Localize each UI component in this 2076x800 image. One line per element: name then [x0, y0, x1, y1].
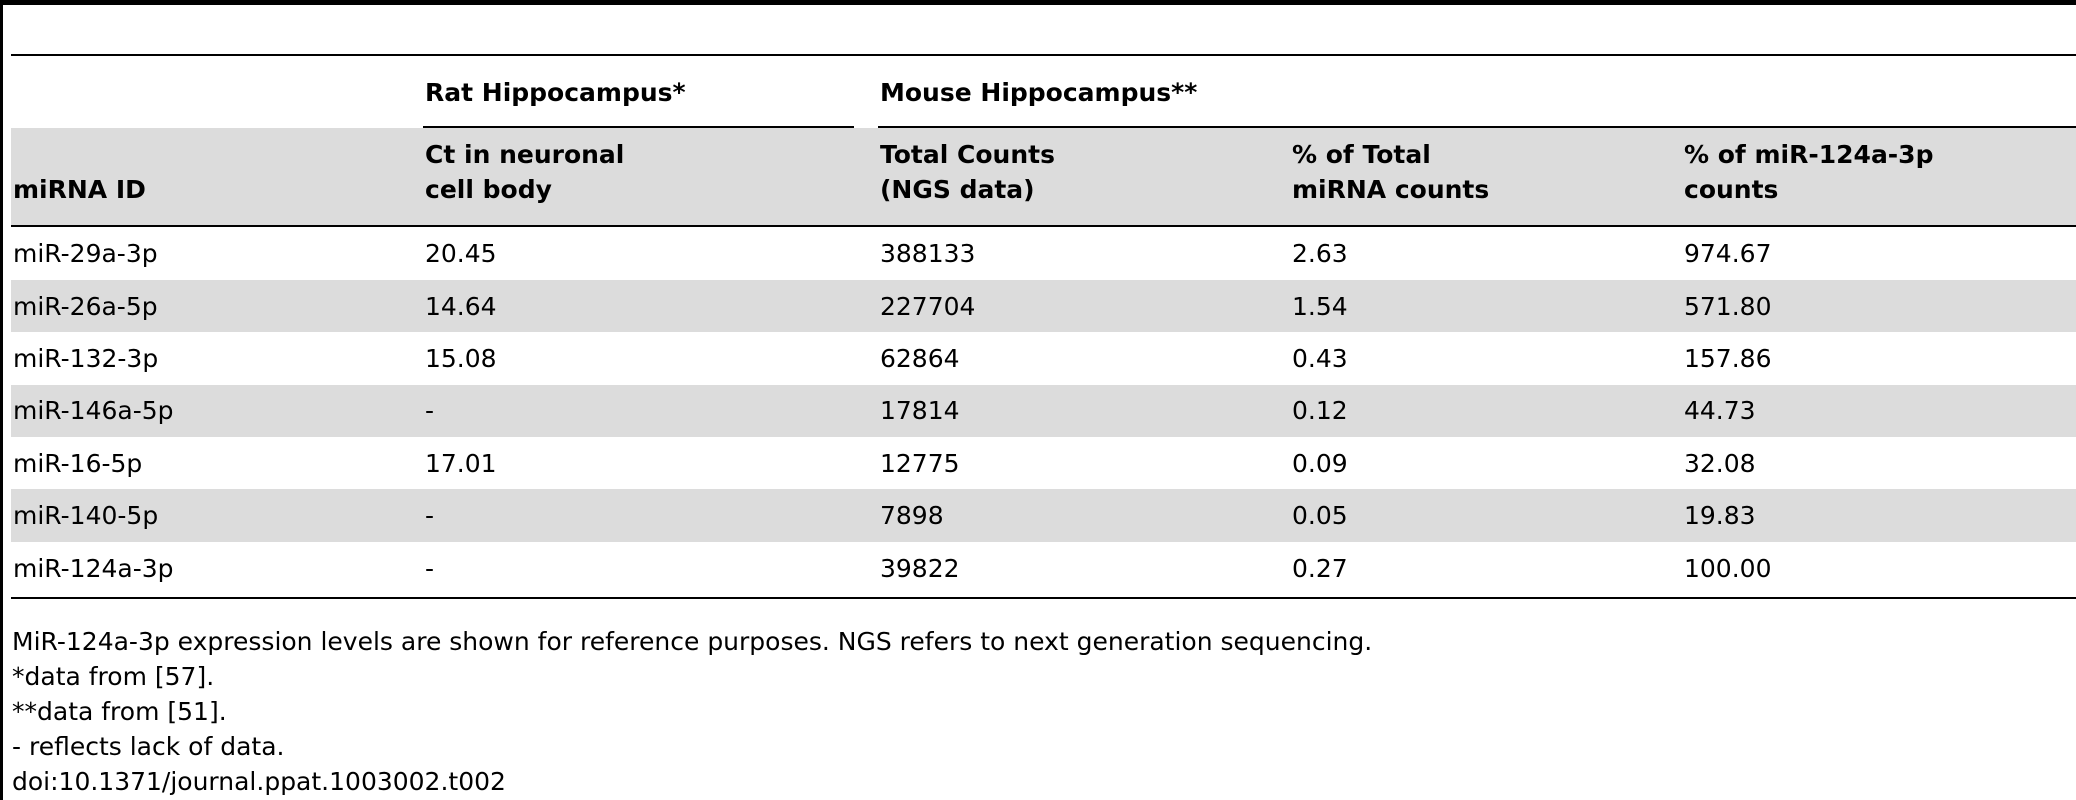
table-cell-total-counts: 12775: [880, 449, 960, 478]
table-cell-mirna-id: miR-26a-5p: [13, 292, 158, 321]
table-cell-total-counts: 7898: [880, 501, 944, 530]
table-cell-pct-total: 1.54: [1292, 292, 1348, 321]
col-header-total-line1: Total Counts: [880, 140, 1055, 169]
table-cell-mirna-id: miR-132-3p: [13, 344, 159, 373]
table-cell-pct-124: 157.86: [1684, 344, 1772, 373]
table-cell-ct: 14.64: [425, 292, 497, 321]
table-cell-pct-124: 974.67: [1684, 239, 1772, 268]
row-shade-6: [11, 489, 2076, 542]
table-cell-ct: -: [425, 396, 435, 425]
table-cell-pct-124: 44.73: [1684, 396, 1756, 425]
footnote-dash-meaning: - reflects lack of data.: [12, 732, 285, 761]
table-cell-ct: -: [425, 554, 435, 583]
group-header-mouse: Mouse Hippocampus**: [880, 78, 1198, 107]
table-cell-pct-total: 0.27: [1292, 554, 1348, 583]
table-cell-total-counts: 388133: [880, 239, 976, 268]
table-bottom-rule: [11, 597, 2076, 599]
footnote-mouse-source: **data from [51].: [12, 697, 227, 726]
table-cell-pct-124: 19.83: [1684, 501, 1756, 530]
table-cell-total-counts: 17814: [880, 396, 960, 425]
table-cell-total-counts: 39822: [880, 554, 960, 583]
row-shade-4: [11, 385, 2076, 437]
table-cell-mirna-id: miR-146a-5p: [13, 396, 174, 425]
col-header-total-line2: (NGS data): [880, 175, 1035, 204]
table-cell-mirna-id: miR-124a-3p: [13, 554, 174, 583]
col-header-ct-line2: cell body: [425, 175, 552, 204]
left-border: [0, 0, 3, 800]
table-cell-pct-124: 32.08: [1684, 449, 1756, 478]
table-cell-pct-total: 2.63: [1292, 239, 1348, 268]
footnote-doi: doi:10.1371/journal.ppat.1003002.t002: [12, 767, 506, 796]
table-top-rule: [11, 54, 2076, 56]
table-cell-pct-total: 0.09: [1292, 449, 1348, 478]
table-cell-mirna-id: miR-140-5p: [13, 501, 159, 530]
header-shade: [11, 128, 2076, 225]
table-cell-total-counts: 62864: [880, 344, 960, 373]
table-cell-total-counts: 227704: [880, 292, 976, 321]
table-cell-pct-total: 0.43: [1292, 344, 1348, 373]
mouse-group-rule: [878, 126, 2076, 128]
footnote-rat-source: *data from [57].: [12, 662, 215, 691]
table-cell-pct-124: 100.00: [1684, 554, 1772, 583]
col-header-ct-line1: Ct in neuronal: [425, 140, 625, 169]
col-header-pct-124-line2: counts: [1684, 175, 1779, 204]
col-header-mirna-id: miRNA ID: [13, 175, 146, 204]
col-header-pct-total-line1: % of Total: [1292, 140, 1431, 169]
table-cell-mirna-id: miR-16-5p: [13, 449, 143, 478]
table-cell-mirna-id: miR-29a-3p: [13, 239, 158, 268]
table-cell-pct-124: 571.80: [1684, 292, 1772, 321]
table-cell-pct-total: 0.12: [1292, 396, 1348, 425]
header-bottom-rule: [11, 225, 2076, 227]
group-header-rat: Rat Hippocampus*: [425, 78, 686, 107]
table-cell-ct: 17.01: [425, 449, 497, 478]
table-cell-pct-total: 0.05: [1292, 501, 1348, 530]
col-header-pct-124-line1: % of miR-124a-3p: [1684, 140, 1934, 169]
row-shade-2: [11, 280, 2076, 332]
footnote-caption: MiR-124a-3p expression levels are shown …: [12, 627, 1373, 656]
rat-group-rule: [423, 126, 854, 128]
table-cell-ct: 20.45: [425, 239, 497, 268]
col-header-pct-total-line2: miRNA counts: [1292, 175, 1490, 204]
table-cell-ct: 15.08: [425, 344, 497, 373]
table-cell-ct: -: [425, 501, 435, 530]
top-border: [0, 0, 2076, 5]
